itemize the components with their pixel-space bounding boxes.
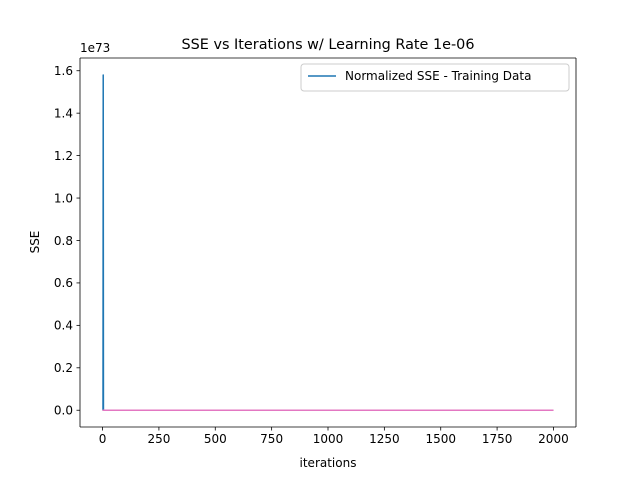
x-tick-label: 1000 (313, 432, 344, 446)
x-axis-ticks: 0 250 500 750 1000 1250 1500 1750 2000 (99, 427, 569, 446)
y-tick-label: 0.4 (54, 319, 73, 333)
x-axis-label: iterations (300, 456, 357, 470)
chart-title: SSE vs Iterations w/ Learning Rate 1e-06 (182, 37, 475, 53)
x-tick-label: 250 (147, 432, 170, 446)
x-tick-label: 500 (204, 432, 227, 446)
x-tick-label: 750 (260, 432, 283, 446)
y-offset-label: 1e73 (80, 41, 110, 55)
y-tick-label: 1.0 (54, 191, 73, 205)
plot-area (80, 58, 576, 427)
x-tick-label: 1250 (369, 432, 400, 446)
legend-label: Normalized SSE - Training Data (345, 69, 531, 83)
y-axis-label: SSE (28, 231, 42, 254)
y-tick-label: 0.0 (54, 404, 73, 418)
plot-background (80, 58, 576, 427)
legend: Normalized SSE - Training Data (300, 63, 570, 92)
x-tick-label: 2000 (538, 432, 569, 446)
y-tick-label: 1.2 (54, 149, 73, 163)
y-tick-label: 0.2 (54, 361, 73, 375)
y-tick-label: 1.4 (54, 106, 73, 120)
x-tick-label: 1750 (482, 432, 513, 446)
x-tick-label: 1500 (425, 432, 456, 446)
series-layer (102, 74, 554, 411)
legend-box (300, 63, 570, 92)
x-tick-label: 0 (99, 432, 107, 446)
y-axis-ticks: 0.0 0.2 0.4 0.6 0.8 1.0 1.2 1.4 1.6 (54, 64, 80, 418)
y-tick-label: 0.6 (54, 276, 73, 290)
y-tick-label: 1.6 (54, 64, 73, 78)
y-tick-label: 0.8 (54, 234, 73, 248)
